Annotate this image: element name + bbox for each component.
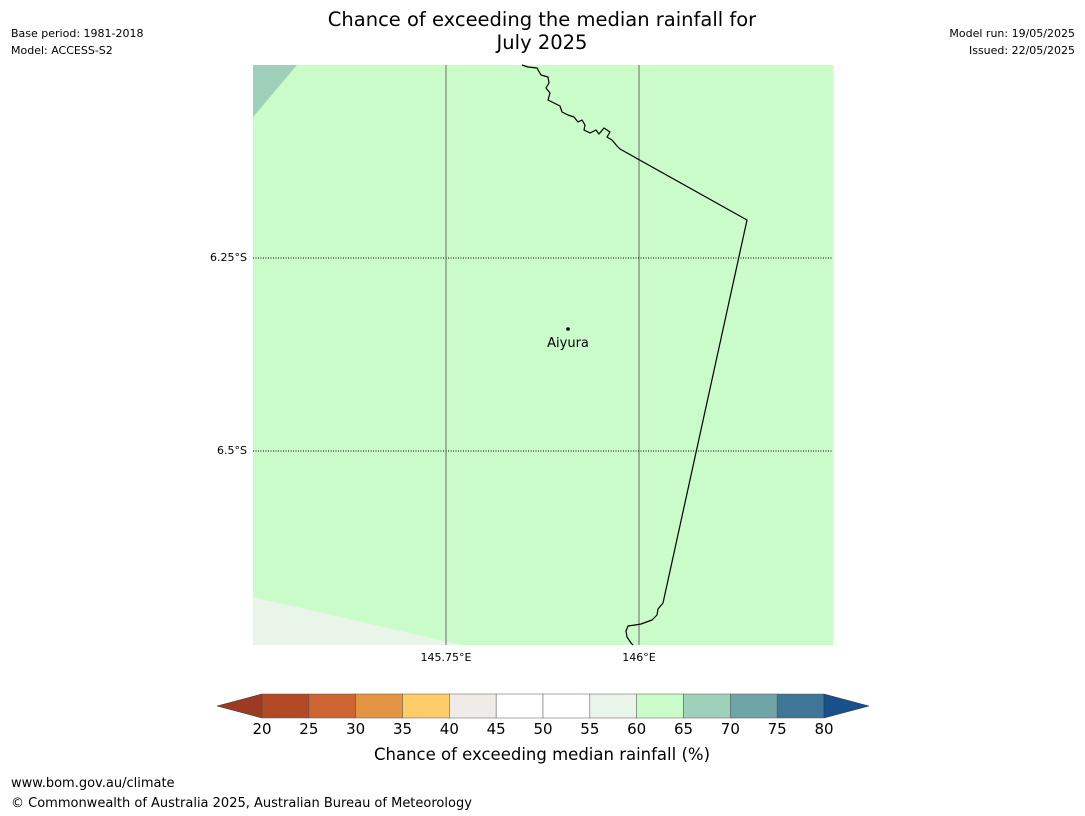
colorbar-segment — [636, 693, 684, 719]
aiyura-location-marker — [566, 327, 570, 331]
colorbar-high-extend — [823, 693, 870, 719]
colorbar-tick-label: 40 — [439, 720, 459, 738]
colorbar-tick-label: 30 — [346, 720, 366, 738]
colorbar-tick-label: 45 — [486, 720, 506, 738]
colorbar-tick-label: 65 — [673, 720, 694, 738]
map-background — [253, 65, 833, 645]
colorbar-segment — [495, 693, 544, 719]
colorbar-segment — [308, 693, 356, 719]
colorbar-segment — [449, 693, 497, 719]
colorbar-segment — [542, 693, 591, 719]
colorbar-segment — [776, 693, 825, 719]
colorbar-segment — [402, 693, 450, 719]
colorbar-tick-label: 55 — [580, 720, 600, 738]
map-region-top-left — [253, 65, 297, 117]
colorbar-tick-label: 70 — [720, 720, 740, 738]
lon-label-146e: 146°E — [622, 651, 656, 664]
colorbar-tick-label: 60 — [627, 720, 647, 738]
colorbar-segment — [261, 693, 310, 719]
map-title-line-2: July 2025 — [496, 31, 588, 54]
colorbar-segment — [730, 693, 778, 719]
colorbar-label: Chance of exceeding median rainfall (%) — [373, 745, 711, 764]
colorbar-tick-label: 50 — [533, 720, 553, 738]
map-region-bottom-left — [253, 597, 462, 645]
colorbar-segment — [683, 693, 731, 719]
lat-label-6-5s: 6.5°S — [217, 444, 247, 457]
colorbar-tick-label: 25 — [299, 720, 319, 738]
colorbar-segments — [261, 693, 825, 719]
base-period-text: Base period: 1981-2018 — [11, 27, 144, 40]
model-run-text: Model run: 19/05/2025 — [949, 27, 1075, 40]
model-text: Model: ACCESS-S2 — [11, 44, 113, 57]
province-boundary-line — [521, 64, 748, 646]
colorbar-tick-label: 20 — [252, 720, 272, 738]
issued-text: Issued: 22/05/2025 — [968, 44, 1075, 57]
place-label-aiyura: Aiyura — [547, 336, 589, 351]
lon-label-145-75e: 145.75°E — [420, 651, 472, 664]
footer-website: www.bom.gov.au/climate — [11, 776, 175, 791]
colorbar-segment — [355, 693, 403, 719]
footer-copyright: © Commonwealth of Australia 2025, Austra… — [11, 796, 472, 811]
colorbar-tick-label: 75 — [767, 720, 787, 738]
colorbar-low-extend — [216, 693, 263, 719]
lat-label-6-25s: 6.25°S — [210, 251, 247, 264]
colorbar-segment — [589, 693, 637, 719]
colorbar-tick-label: 80 — [814, 720, 834, 738]
colorbar-tick-label: 35 — [392, 720, 413, 738]
map-title-line-1: Chance of exceeding the median rainfall … — [327, 8, 757, 31]
